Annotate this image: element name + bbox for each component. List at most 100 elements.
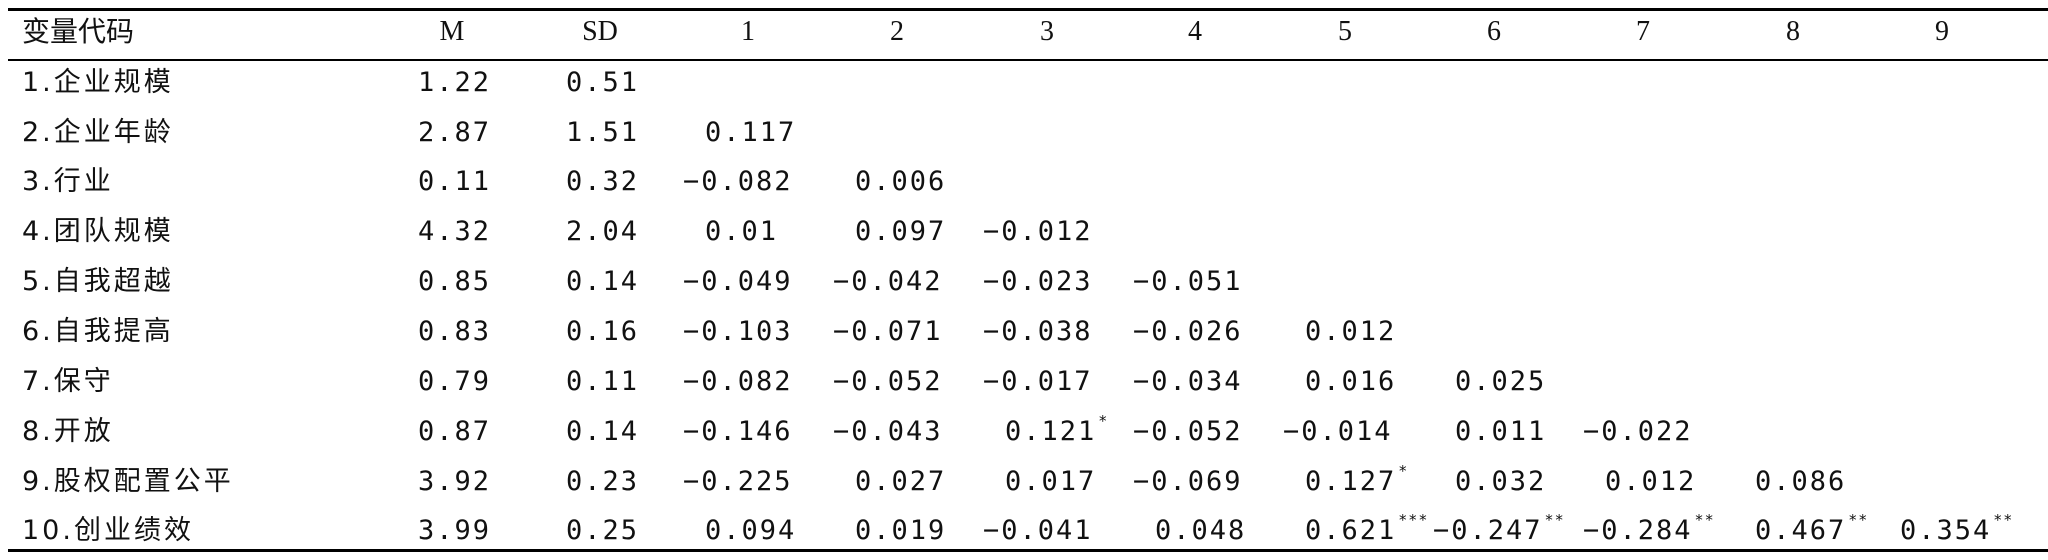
correlation-value: −0.146	[683, 416, 793, 447]
correlation-cell: −0.146	[683, 416, 793, 448]
sd-value: 0.14	[566, 266, 640, 297]
correlation-cell: 0.097	[855, 216, 946, 248]
correlation-value: 0.006	[855, 166, 947, 197]
correlation-value: −0.052	[1133, 416, 1243, 447]
correlation-value: −0.082	[683, 366, 793, 397]
row-label: 1.企业规模	[22, 67, 174, 98]
correlation-cell: −0.041	[983, 515, 1093, 547]
correlation-value: 0.086	[1755, 466, 1847, 497]
sd-value: 1.51	[566, 117, 640, 148]
row-label: 3.行业	[22, 166, 114, 197]
correlation-value: −0.041	[983, 515, 1093, 546]
correlation-value: −0.049	[683, 266, 793, 297]
row-label: 2.企业年龄	[22, 117, 174, 148]
correlation-cell: 0.621 ***	[1305, 511, 1428, 550]
top-rule	[8, 8, 2048, 11]
correlation-cell: 0.017	[1005, 466, 1096, 498]
significance-marker: *	[1098, 412, 1109, 430]
sd-value: 0.32	[566, 166, 640, 197]
correlation-value: −0.026	[1133, 316, 1243, 347]
significance-marker: ***	[1398, 511, 1429, 529]
correlation-cell: −0.225	[683, 466, 793, 498]
correlation-cell: 0.121 *	[1005, 412, 1108, 451]
correlation-value: 0.027	[855, 466, 947, 497]
correlation-cell: 0.027	[855, 466, 946, 498]
correlation-value: −0.052	[833, 366, 943, 397]
row-label: 8.开放	[22, 416, 114, 447]
correlation-value: −0.082	[683, 166, 793, 197]
correlation-cell: 0.127 *	[1305, 462, 1408, 501]
correlation-value: −0.103	[683, 316, 793, 347]
correlation-cell: 0.032	[1455, 466, 1546, 498]
correlation-value: −0.042	[833, 266, 943, 297]
correlation-value: 0.097	[855, 216, 947, 247]
mean-value: 4.32	[418, 216, 492, 247]
significance-marker: **	[1544, 511, 1565, 529]
mean-value: 3.99	[418, 515, 492, 546]
correlation-value: −0.023	[983, 266, 1093, 297]
row-label: 10.创业绩效	[22, 515, 194, 546]
header-variable-code: 变量代码	[22, 15, 135, 48]
correlation-cell: 0.086	[1755, 466, 1846, 498]
significance-marker: **	[1694, 511, 1715, 529]
correlation-cell: −0.051	[1133, 266, 1243, 298]
correlation-value: 0.019	[855, 515, 947, 546]
correlation-value: −0.034	[1133, 366, 1243, 397]
sd-value: 0.23	[566, 466, 640, 497]
correlation-value: −0.038	[983, 316, 1093, 347]
correlation-cell: −0.017	[983, 366, 1093, 398]
significance-marker: **	[1993, 511, 2014, 529]
correlation-value: 0.01	[705, 216, 779, 247]
correlation-value: 0.048	[1155, 515, 1247, 546]
correlation-cell: −0.082	[683, 366, 793, 398]
correlation-cell: 0.012	[1305, 316, 1396, 348]
column-header: 7	[1636, 16, 1650, 47]
column-header: 1	[741, 16, 755, 47]
correlation-value: −0.071	[833, 316, 943, 347]
correlation-cell: 0.354 **	[1900, 511, 2013, 550]
correlation-cell: −0.071	[833, 316, 943, 348]
correlation-value: −0.022	[1583, 416, 1693, 447]
mean-value: 0.85	[418, 266, 492, 297]
correlation-cell: −0.043	[833, 416, 943, 448]
row-label: 9.股权配置公平	[22, 466, 234, 497]
column-header: 9	[1935, 16, 1949, 47]
correlation-value: 0.025	[1455, 366, 1547, 397]
correlation-value: 0.354	[1900, 515, 1992, 546]
correlation-value: −0.247	[1433, 515, 1543, 546]
significance-marker: *	[1398, 462, 1409, 480]
correlation-cell: 0.016	[1305, 366, 1396, 398]
correlation-cell: −0.022	[1583, 416, 1693, 448]
correlation-cell: 0.012	[1605, 466, 1696, 498]
correlation-value: 0.032	[1455, 466, 1547, 497]
row-label: 5.自我超越	[22, 266, 174, 297]
correlation-value: −0.051	[1133, 266, 1243, 297]
correlation-cell: −0.069	[1133, 466, 1243, 498]
column-header: 4	[1188, 16, 1202, 47]
correlation-value: −0.284	[1583, 515, 1693, 546]
correlation-cell: −0.052	[1133, 416, 1243, 448]
correlation-cell: −0.012	[983, 216, 1093, 248]
row-label: 4.团队规模	[22, 216, 174, 247]
correlation-value: −0.014	[1283, 416, 1393, 447]
correlation-cell: −0.284 **	[1583, 511, 1715, 550]
column-header: SD	[582, 16, 618, 47]
mean-value: 0.87	[418, 416, 492, 447]
sd-value: 0.14	[566, 416, 640, 447]
correlation-cell: −0.026	[1133, 316, 1243, 348]
column-header: 6	[1487, 16, 1501, 47]
mean-value: 3.92	[418, 466, 492, 497]
correlation-value: −0.043	[833, 416, 943, 447]
correlation-cell: 0.094	[705, 515, 796, 547]
correlation-cell: 0.011	[1455, 416, 1546, 448]
correlation-cell: −0.049	[683, 266, 793, 298]
correlation-cell: 0.01	[705, 216, 778, 248]
row-label: 7.保守	[22, 366, 114, 397]
correlation-cell: −0.014	[1283, 416, 1393, 448]
column-header: 5	[1338, 16, 1352, 47]
bottom-rule	[8, 549, 2048, 552]
correlation-value: 0.094	[705, 515, 797, 546]
correlation-value: −0.069	[1133, 466, 1243, 497]
correlation-cell: −0.038	[983, 316, 1093, 348]
correlation-value: −0.225	[683, 466, 793, 497]
